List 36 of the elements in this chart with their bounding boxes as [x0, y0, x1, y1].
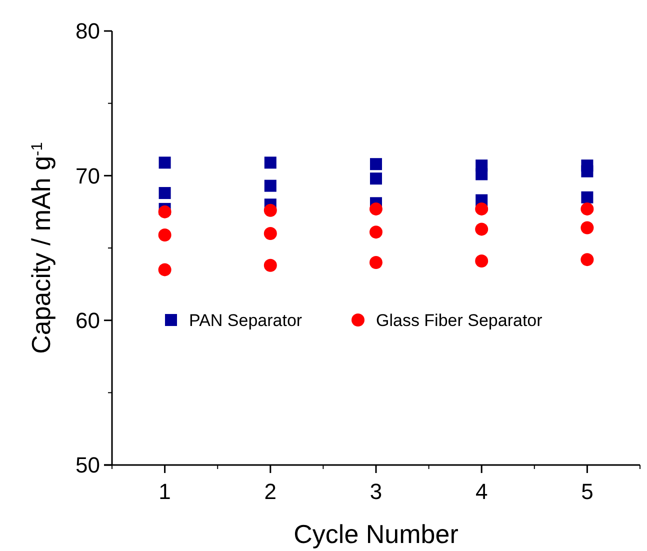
- point: [475, 254, 488, 268]
- y-tick-label: 70: [76, 163, 100, 188]
- point: [370, 226, 382, 239]
- point: [264, 258, 277, 272]
- x-axis-title: Cycle Number: [294, 519, 459, 549]
- point: [158, 187, 171, 200]
- point: [370, 202, 382, 216]
- legend-label: Glass Fiber Separator: [376, 310, 543, 330]
- point: [264, 156, 276, 169]
- point: [264, 180, 276, 192]
- point: [580, 253, 594, 266]
- point: [475, 202, 488, 216]
- point: [264, 227, 277, 240]
- y-tick-label: 80: [76, 18, 100, 44]
- y-tick-label: 50: [76, 452, 100, 478]
- x-tick-label: 4: [475, 479, 488, 504]
- point: [581, 191, 594, 204]
- point: [158, 205, 172, 218]
- point: [475, 222, 488, 236]
- point: [158, 156, 171, 169]
- point: [158, 263, 172, 276]
- point: [581, 165, 594, 178]
- point: [370, 158, 382, 170]
- legend-label: PAN Separator: [189, 310, 302, 330]
- point: [580, 202, 594, 216]
- x-tick-label: 3: [370, 479, 382, 504]
- point: [264, 204, 277, 217]
- point: [476, 168, 488, 180]
- point: [370, 256, 382, 269]
- y-tick-label: 60: [76, 308, 100, 334]
- x-tick-label: 2: [264, 479, 277, 504]
- point: [158, 228, 172, 242]
- point: [370, 172, 382, 185]
- x-tick-label: 5: [581, 479, 594, 504]
- point: [580, 221, 594, 234]
- x-tick-label: 1: [158, 479, 171, 504]
